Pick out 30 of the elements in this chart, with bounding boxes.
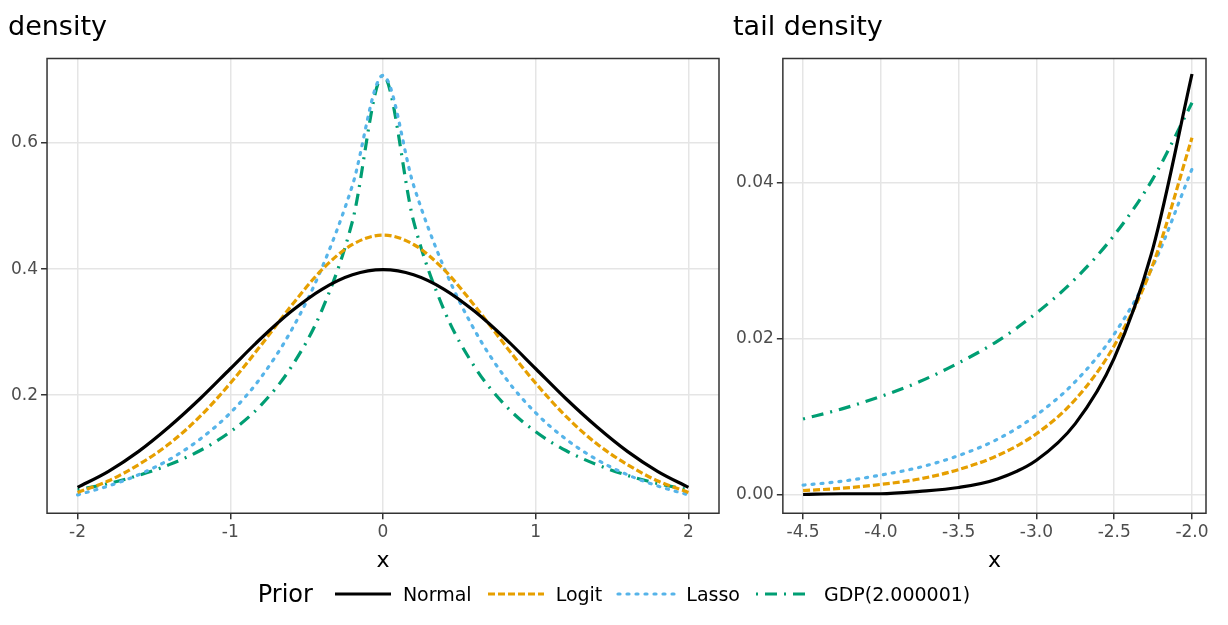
line-series (75, 268, 691, 489)
line-series (801, 72, 1194, 497)
y-tick-label: 0.02 (735, 327, 774, 348)
y-tick-label: 0.2 (10, 383, 39, 404)
x-tick-label: 2 (683, 520, 694, 541)
y-tick-label: 0.6 (10, 131, 39, 152)
x-axis-title: x (987, 546, 1001, 572)
x-tick-label: -3.5 (942, 520, 976, 541)
line-series (801, 101, 1194, 421)
line-series (75, 233, 691, 494)
x-tick-label: -4.5 (786, 520, 820, 541)
x-tick-label: -2.5 (1097, 520, 1131, 541)
legend-label: GDP(2.000001) (823, 583, 971, 605)
legend-label: Lasso (686, 583, 740, 605)
chart-title: density (8, 10, 108, 42)
x-tick-label: -4.0 (864, 520, 898, 541)
legend-label: Normal (402, 583, 472, 605)
y-tick-label: 0.4 (10, 257, 39, 278)
legend-label: Logit (555, 583, 603, 605)
legend-title: Prior (257, 580, 313, 608)
x-tick-label: 0 (377, 520, 389, 541)
chart-title: tail density (733, 10, 883, 42)
x-tick-label: -3.0 (1019, 520, 1054, 541)
y-tick-label: 0.04 (735, 171, 774, 192)
y-tick-label: 0.00 (735, 482, 774, 503)
x-tick-label: -2.0 (1175, 520, 1209, 541)
x-axis-title: x (376, 546, 390, 572)
x-tick-label: -1 (221, 520, 239, 541)
x-tick-label: -2 (69, 520, 87, 541)
x-tick-label: 1 (530, 520, 542, 541)
